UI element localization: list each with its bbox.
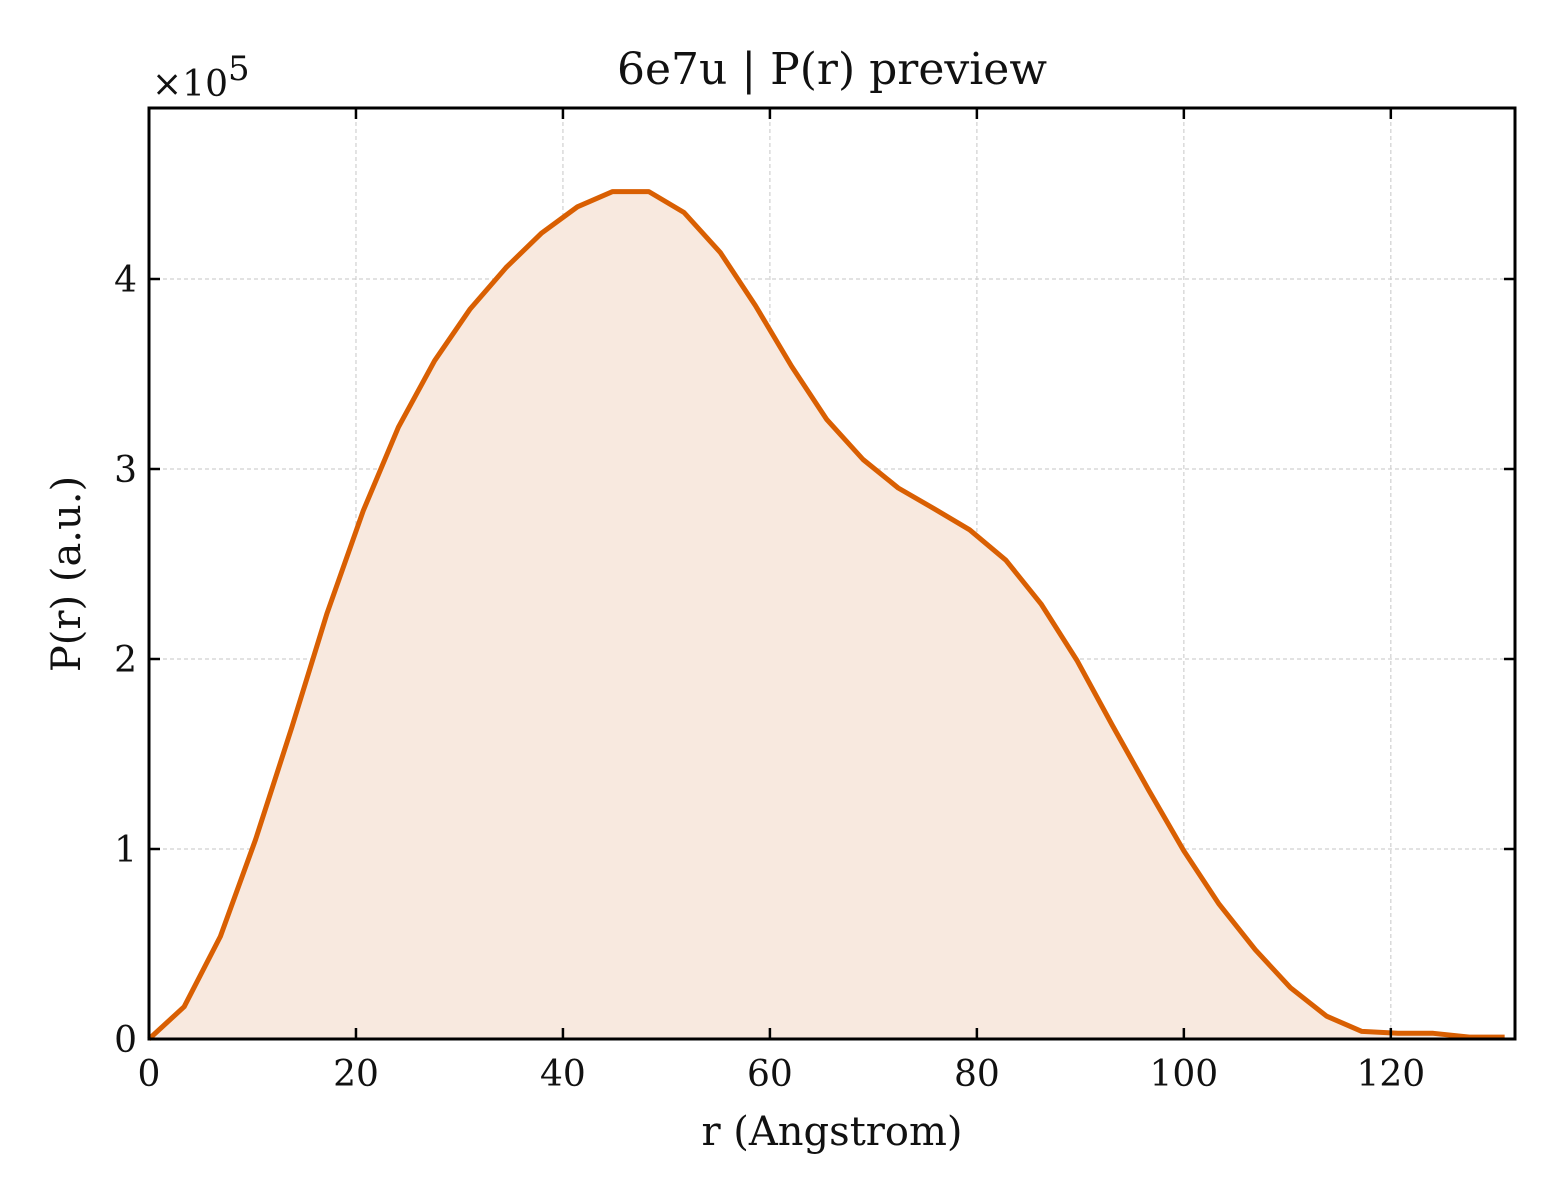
y-multiplier-exponent: 5 bbox=[228, 49, 250, 89]
x-tick-label: 60 bbox=[747, 1054, 793, 1095]
y-multiplier-base: ×10 bbox=[152, 64, 228, 105]
x-tick-label: 120 bbox=[1356, 1054, 1425, 1095]
x-tick-label: 100 bbox=[1149, 1054, 1218, 1095]
x-tick-label: 0 bbox=[138, 1054, 161, 1095]
y-multiplier: ×105 bbox=[152, 49, 250, 105]
x-tick-label: 20 bbox=[333, 1054, 379, 1095]
axis-ticks: 0 20 40 60 80 100 120 0 1 2 3 4 bbox=[114, 108, 1515, 1095]
x-tick-label: 40 bbox=[540, 1054, 586, 1095]
series-line bbox=[147, 189, 1505, 1041]
x-axis-label: r (Angstrom) bbox=[701, 1109, 962, 1155]
area-fill bbox=[149, 191, 1505, 1040]
y-tick-label: 4 bbox=[114, 260, 137, 301]
y-tick-label: 0 bbox=[114, 1020, 137, 1061]
plot-frame bbox=[147, 106, 1517, 1041]
y-axis-label: P(r) (a.u.) bbox=[44, 476, 90, 672]
chart-title: 6e7u | P(r) preview bbox=[617, 44, 1047, 95]
x-tick-label: 80 bbox=[954, 1054, 1000, 1095]
y-tick-label: 3 bbox=[114, 450, 137, 491]
y-tick-label: 1 bbox=[114, 830, 137, 871]
y-tick-label: 2 bbox=[114, 640, 137, 681]
